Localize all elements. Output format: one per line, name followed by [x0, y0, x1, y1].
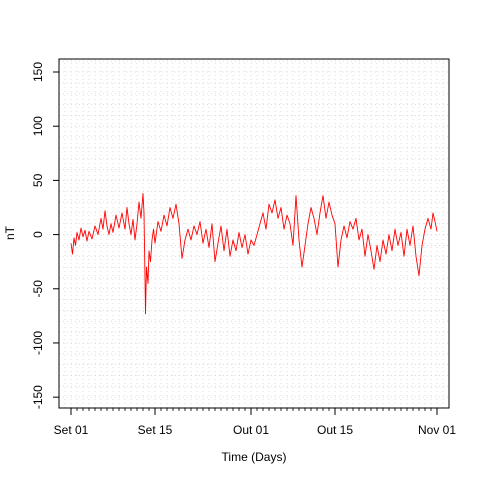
y-tick-label: 150	[31, 62, 45, 82]
x-tick-label: Out 15	[317, 423, 353, 437]
x-tick-label: Nov 01	[418, 423, 456, 437]
series-layer	[70, 192, 438, 315]
y-tick-label: 50	[31, 173, 45, 187]
x-axis-title: Time (Days)	[222, 450, 287, 464]
y-axis-title: nT	[3, 225, 17, 240]
x-tick-label: Out 01	[233, 423, 269, 437]
y-tick-label: 0	[31, 231, 45, 238]
y-tick-label: -150	[31, 385, 45, 409]
x-axis: Set 01 Set 15 Out 01 Out 15 Nov 01	[54, 407, 456, 437]
y-tick-label: 100	[31, 116, 45, 136]
y-tick-label: -100	[31, 331, 45, 355]
series-line	[70, 192, 438, 315]
x-tick-label: Set 15	[138, 423, 173, 437]
x-tick-label: Set 01	[54, 423, 89, 437]
y-tick-label: -50	[31, 280, 45, 298]
y-axis: -150 -100 -50 0 50 100 150	[31, 62, 59, 409]
